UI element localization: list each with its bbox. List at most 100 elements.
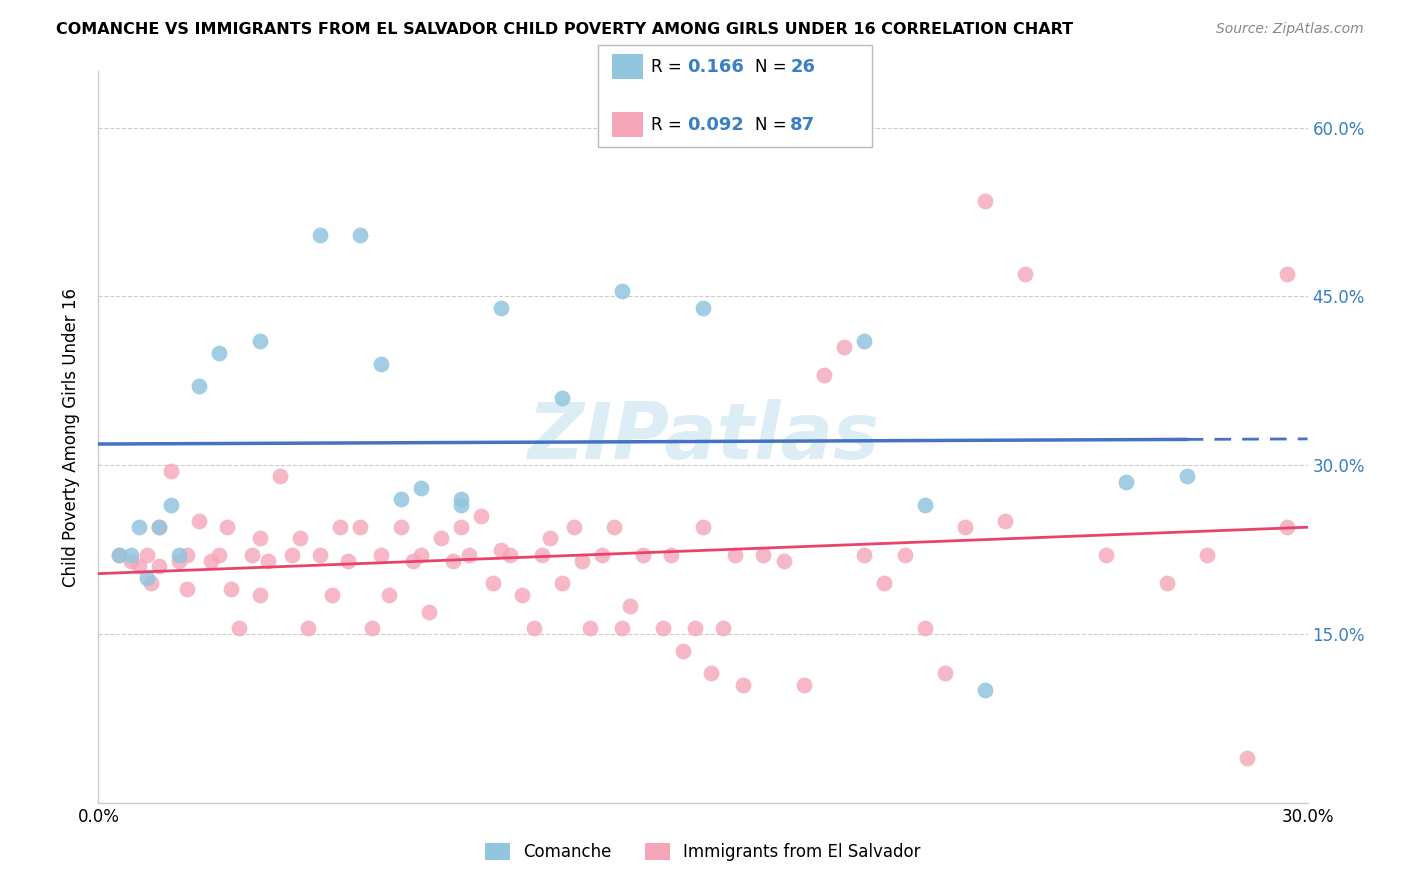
Point [672, 644, 695, 658]
Point [1195, 548, 1218, 562]
Point [349, 227, 371, 242]
Point [482, 576, 505, 591]
Point [309, 548, 332, 562]
Point [370, 548, 392, 562]
Point [832, 340, 855, 354]
Point [1095, 548, 1118, 562]
Point [128, 559, 150, 574]
Point [208, 345, 231, 359]
Point [321, 588, 343, 602]
Point [1277, 520, 1299, 534]
Point [914, 621, 936, 635]
Point [120, 554, 142, 568]
Point [450, 520, 472, 534]
Point [538, 532, 561, 546]
Point [813, 368, 835, 383]
Point [160, 498, 183, 512]
Point [402, 554, 425, 568]
Point [510, 588, 533, 602]
Text: 0.092: 0.092 [688, 116, 744, 134]
Point [659, 548, 682, 562]
Point [491, 542, 513, 557]
Point [249, 588, 271, 602]
Point [167, 554, 190, 568]
Point [692, 520, 714, 534]
Point [752, 548, 775, 562]
Point [249, 334, 271, 349]
Point [974, 194, 997, 208]
Point [135, 548, 157, 562]
Point [135, 571, 157, 585]
Text: 26: 26 [790, 58, 815, 76]
Point [281, 548, 304, 562]
Point [409, 548, 432, 562]
Point [579, 621, 602, 635]
Point [370, 357, 392, 371]
Point [470, 508, 492, 523]
Point [148, 559, 170, 574]
Point [631, 548, 654, 562]
Point [603, 520, 626, 534]
Point [269, 469, 291, 483]
Point [692, 301, 714, 315]
Point [873, 576, 896, 591]
Point [651, 621, 673, 635]
Point [217, 520, 239, 534]
Point [409, 481, 432, 495]
Point [240, 548, 263, 562]
Point [107, 548, 129, 562]
Legend: Comanche, Immigrants from El Salvador: Comanche, Immigrants from El Salvador [478, 836, 928, 868]
Point [329, 520, 352, 534]
Text: 87: 87 [790, 116, 815, 134]
Point [361, 621, 384, 635]
Point [450, 491, 472, 506]
Point [683, 621, 706, 635]
Point [551, 391, 574, 405]
Point [491, 301, 513, 315]
Point [107, 548, 129, 562]
Point [167, 548, 190, 562]
Y-axis label: Child Poverty Among Girls Under 16: Child Poverty Among Girls Under 16 [62, 287, 80, 587]
Point [221, 582, 243, 596]
Point [793, 678, 815, 692]
Text: COMANCHE VS IMMIGRANTS FROM EL SALVADOR CHILD POVERTY AMONG GIRLS UNDER 16 CORRE: COMANCHE VS IMMIGRANTS FROM EL SALVADOR … [56, 22, 1073, 37]
Point [591, 548, 613, 562]
Point [498, 548, 520, 562]
Point [249, 532, 271, 546]
Point [612, 621, 634, 635]
Point [337, 554, 360, 568]
Point [953, 520, 976, 534]
Point [139, 576, 162, 591]
Point [1115, 475, 1137, 489]
Point [571, 554, 593, 568]
Text: 0.166: 0.166 [688, 58, 744, 76]
Point [128, 520, 150, 534]
Point [200, 554, 222, 568]
Point [188, 515, 211, 529]
Point [1236, 751, 1258, 765]
Point [188, 379, 211, 393]
Point [309, 227, 332, 242]
Point [934, 666, 956, 681]
Point [148, 520, 170, 534]
Point [994, 515, 1017, 529]
Point [458, 548, 481, 562]
Point [288, 532, 311, 546]
Point [523, 621, 546, 635]
Point [377, 588, 399, 602]
Text: R =: R = [651, 58, 688, 76]
Point [619, 599, 641, 613]
Point [349, 520, 371, 534]
Text: N =: N = [755, 116, 792, 134]
Point [256, 554, 278, 568]
Point [176, 548, 198, 562]
Point [441, 554, 464, 568]
Point [853, 334, 876, 349]
Point [1175, 469, 1198, 483]
Point [711, 621, 734, 635]
Point [700, 666, 723, 681]
Point [733, 678, 755, 692]
Point [551, 576, 574, 591]
Point [120, 548, 142, 562]
Point [724, 548, 747, 562]
